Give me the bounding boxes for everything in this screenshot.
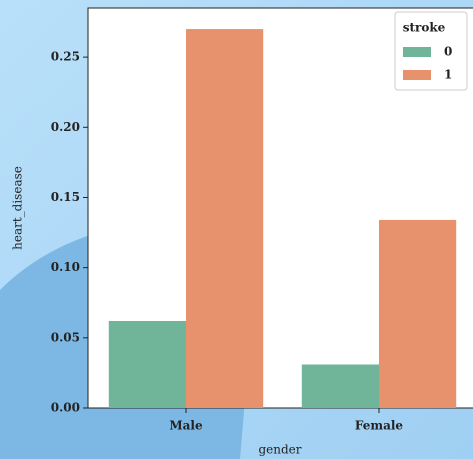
legend-swatch xyxy=(403,70,431,80)
y-tick-label: 0.10 xyxy=(51,260,80,274)
x-tick-label: Male xyxy=(169,419,203,433)
bar xyxy=(301,364,379,408)
y-axis-label: heart_disease xyxy=(11,166,25,250)
y-tick-label: 0.20 xyxy=(51,120,80,134)
legend-label: 0 xyxy=(444,45,452,59)
y-tick-label: 0.00 xyxy=(51,401,80,415)
x-axis-label: gender xyxy=(258,443,301,457)
bar xyxy=(108,320,186,408)
y-tick-label: 0.05 xyxy=(51,330,80,344)
legend-label: 1 xyxy=(444,68,452,82)
bar xyxy=(186,29,264,408)
bar xyxy=(379,219,457,408)
legend-swatch xyxy=(403,47,431,57)
legend: stroke 0 1 xyxy=(394,11,468,91)
x-tick-label: Female xyxy=(355,419,404,433)
plot xyxy=(108,29,457,408)
y-tick-label: 0.15 xyxy=(51,190,80,204)
y-tick-label: 0.25 xyxy=(51,50,80,64)
legend-title: stroke xyxy=(403,21,446,35)
